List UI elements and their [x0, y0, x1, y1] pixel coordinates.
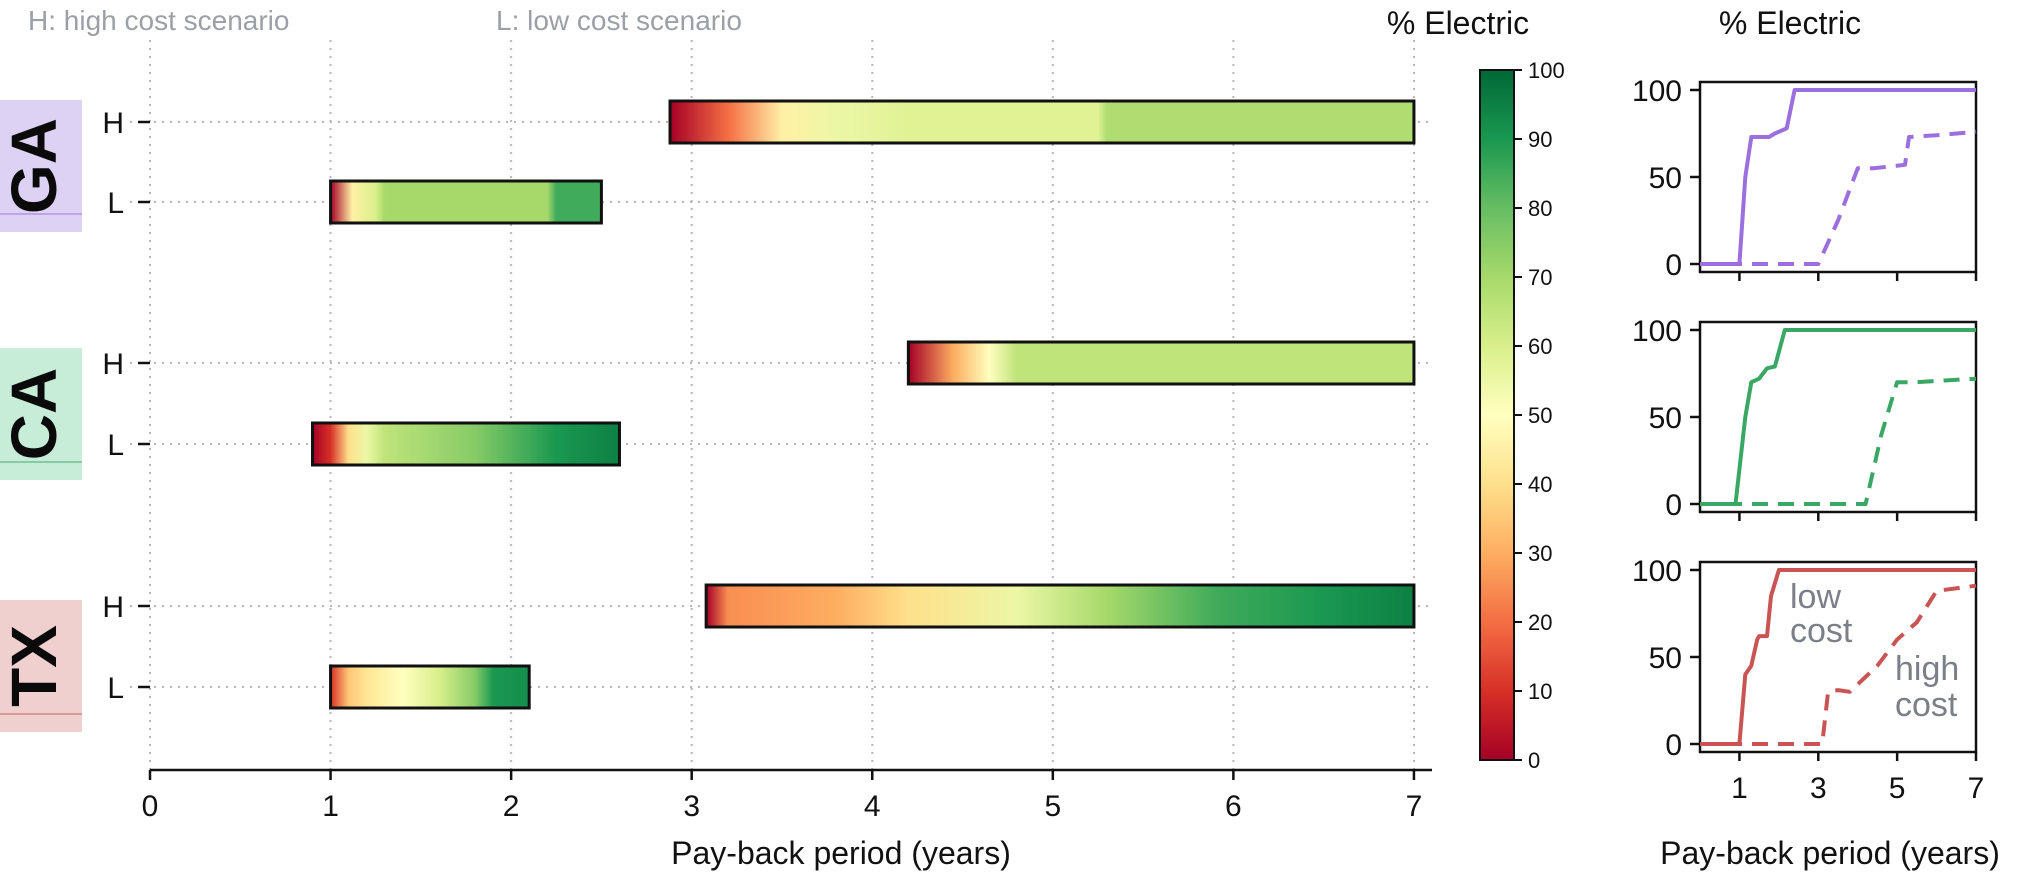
series-ca-low-cost: [1700, 328, 1976, 506]
main-x-tick-label: 5: [1044, 790, 1061, 823]
bar-ga-l: [329, 179, 603, 225]
colorbar-tick-label: 100: [1528, 58, 1565, 83]
colorbar-tick-label: 60: [1528, 334, 1552, 359]
series-ga-high-cost: [1700, 129, 1977, 266]
main-x-ticks: 0 1 2 3 4 5 6 7: [142, 770, 1423, 823]
panel-y-tick-label: 50: [1649, 402, 1682, 435]
panel-ga: 0 50 100: [1632, 75, 1978, 282]
main-x-tick-label: 4: [864, 790, 881, 823]
colorbar-tick-label: 70: [1528, 265, 1552, 290]
side-x-tick-label: 5: [1889, 772, 1906, 805]
panel-y-tick-label: 100: [1632, 75, 1682, 108]
state-band-ca: [0, 348, 82, 480]
series-ga-low-cost: [1700, 88, 1976, 266]
side-x-tick-label: 3: [1810, 772, 1827, 805]
colorbar-tick-label: 30: [1528, 541, 1552, 566]
main-gridlines: [130, 40, 1432, 770]
side-x-tick-label: 1: [1731, 772, 1748, 805]
panel-y-tick-label: 100: [1632, 555, 1682, 588]
scenario-label-ga-h: H: [102, 107, 124, 140]
bar-tx-h: [704, 583, 1416, 629]
panel-y-tick-label: 0: [1665, 249, 1682, 282]
main-x-tick-label: 2: [503, 790, 520, 823]
side-x-axis-label: Pay-back period (years): [1660, 835, 2000, 871]
state-label-ga: GA: [0, 118, 70, 214]
bar-ga-h: [668, 99, 1416, 145]
series-tx-high-cost: [1700, 583, 1977, 746]
note-low-cost: L: low cost scenario: [496, 5, 742, 36]
side-x-tick-label: 7: [1968, 772, 1985, 805]
main-x-tick-label: 1: [322, 790, 339, 823]
bar-ca-h: [906, 340, 1416, 386]
scenario-label-ga-l: L: [107, 187, 124, 220]
state-band-tx: [0, 600, 82, 732]
main-x-tick-label: 6: [1225, 790, 1242, 823]
panel-y-tick-label: 50: [1649, 162, 1682, 195]
main-x-tick-label: 0: [142, 790, 159, 823]
panel-annotation: high: [1895, 650, 1959, 688]
colorbar-tick-label: 40: [1528, 472, 1552, 497]
colorbar-tick-label: 50: [1528, 403, 1552, 428]
main-x-tick-label: 3: [683, 790, 700, 823]
bar-ca-l: [311, 421, 621, 467]
panel-annotation: low: [1790, 578, 1841, 616]
main-x-axis-label: Pay-back period (years): [671, 835, 1011, 871]
bar-tx-l: [329, 664, 531, 710]
colorbar-tick-label: 90: [1528, 127, 1552, 152]
panel-ca: 0 50 100: [1632, 315, 1978, 522]
colorbar-title: % Electric: [1387, 5, 1529, 41]
side-chart-title: % Electric: [1719, 5, 1861, 41]
colorbar-tick-label: 20: [1528, 610, 1552, 635]
colorbar-tick-label: 80: [1528, 196, 1552, 221]
state-label-ca: CA: [0, 368, 70, 460]
scenario-label-tx-h: H: [102, 591, 124, 624]
main-x-tick-label: 7: [1406, 790, 1423, 823]
payback-bars: [311, 99, 1416, 710]
panel-y-tick-label: 50: [1649, 642, 1682, 675]
colorbar-ticks: 0 10 20 30 40 50 60 70 80 90 100: [1514, 58, 1565, 773]
panel-frame: [1698, 320, 1978, 514]
scenario-labels: H L H L H L: [102, 107, 150, 705]
series-tx-low-cost: [1700, 568, 1976, 746]
colorbar-gradient: [1479, 69, 1515, 761]
series-ca-high-cost: [1700, 376, 1977, 506]
state-label-tx: TX: [0, 625, 70, 707]
colorbar-tick-label: 0: [1528, 748, 1540, 773]
scenario-label-ca-l: L: [107, 429, 124, 462]
panel-y-tick-label: 0: [1665, 489, 1682, 522]
panel-annotation: cost: [1895, 686, 1958, 724]
panel-y-tick-label: 100: [1632, 315, 1682, 348]
colorbar: % Electric 0 10 20 30 40 50 60 70 80 90 100: [1387, 5, 1565, 773]
side-x-ticks: 1 3 5 7: [1731, 772, 1984, 805]
panel-annotation: cost: [1790, 612, 1853, 650]
state-band-ga: [0, 100, 82, 232]
colorbar-tick-label: 10: [1528, 679, 1552, 704]
scenario-label-ca-h: H: [102, 348, 124, 381]
main-heatmap-chart: GA CA TX H L H L H L 0 1 2 3 4 5 6 7 Pay-back period (…: [0, 40, 1432, 871]
side-line-charts: % Electric 050100050100050100lowcosthigh…: [1632, 5, 2000, 871]
state-bands: GA CA TX: [0, 100, 82, 732]
panel-y-tick-label: 0: [1665, 729, 1682, 762]
scenario-label-tx-l: L: [107, 672, 124, 705]
note-high-cost: H: high cost scenario: [28, 5, 289, 36]
